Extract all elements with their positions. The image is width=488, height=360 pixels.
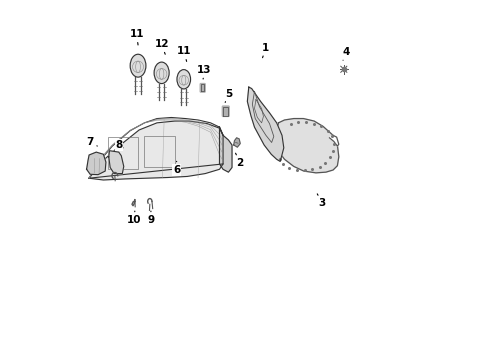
FancyBboxPatch shape	[200, 84, 205, 92]
FancyBboxPatch shape	[222, 106, 229, 116]
Text: 6: 6	[173, 161, 180, 175]
Polygon shape	[276, 118, 338, 173]
Text: 3: 3	[317, 194, 325, 208]
Polygon shape	[108, 151, 123, 174]
Ellipse shape	[130, 54, 145, 77]
Polygon shape	[233, 138, 240, 147]
Text: 2: 2	[235, 153, 244, 168]
Text: 12: 12	[154, 39, 168, 54]
Text: 7: 7	[86, 138, 97, 148]
Ellipse shape	[154, 62, 169, 84]
Polygon shape	[89, 121, 223, 180]
Text: 10: 10	[126, 211, 141, 225]
Polygon shape	[329, 135, 338, 146]
Text: 8: 8	[115, 140, 123, 150]
Polygon shape	[219, 127, 231, 172]
Polygon shape	[247, 87, 283, 161]
Text: 9: 9	[147, 211, 154, 225]
Text: 5: 5	[224, 89, 232, 102]
Text: 11: 11	[129, 29, 143, 45]
Polygon shape	[86, 152, 106, 175]
Text: 11: 11	[176, 46, 191, 62]
Text: 1: 1	[262, 43, 269, 58]
Text: 13: 13	[197, 65, 211, 79]
Ellipse shape	[177, 69, 190, 89]
Text: 4: 4	[342, 47, 349, 60]
